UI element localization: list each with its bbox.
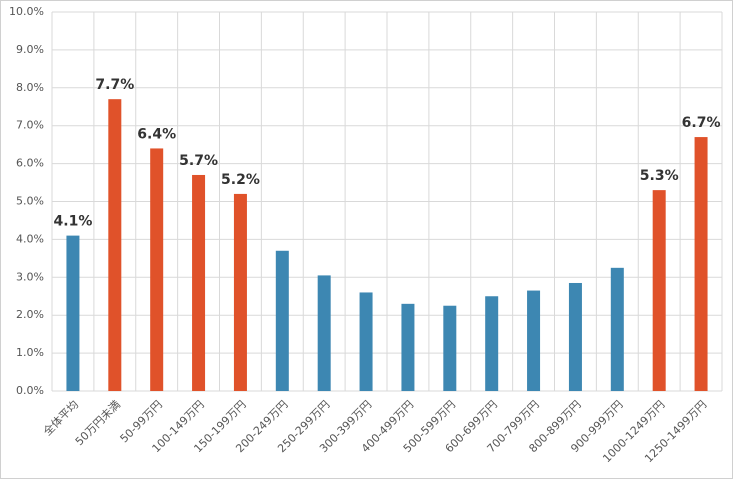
y-tick-label: 3.0% [16,270,44,283]
y-tick-label: 7.0% [16,119,44,132]
value-label: 4.1% [54,214,93,230]
y-tick-label: 10.0% [9,5,44,18]
value-label: 5.3% [640,168,679,184]
y-tick-label: 1.0% [16,346,44,359]
bar [694,137,708,391]
bar [443,305,457,391]
y-tick-label: 0.0% [16,384,44,397]
y-tick-label: 4.0% [16,232,44,245]
bar [568,282,582,391]
y-tick-label: 5.0% [16,195,44,208]
bar [66,235,80,391]
bar [275,250,289,391]
bar [359,292,373,391]
bar [317,275,331,391]
bar [610,267,624,391]
y-tick-label: 6.0% [16,157,44,170]
bar [233,193,247,391]
y-tick-label: 9.0% [16,43,44,56]
bar [401,303,415,391]
bar [150,148,164,391]
value-label: 7.7% [95,77,134,93]
bar [108,99,122,392]
bar [192,174,206,391]
y-tick-label: 8.0% [16,81,44,94]
value-label: 6.7% [682,115,721,131]
value-label: 5.2% [221,172,260,188]
bar [527,290,541,391]
bar [652,190,666,391]
value-label: 6.4% [137,126,176,142]
value-label: 5.7% [179,153,218,169]
bar [485,296,499,391]
y-tick-label: 2.0% [16,308,44,321]
